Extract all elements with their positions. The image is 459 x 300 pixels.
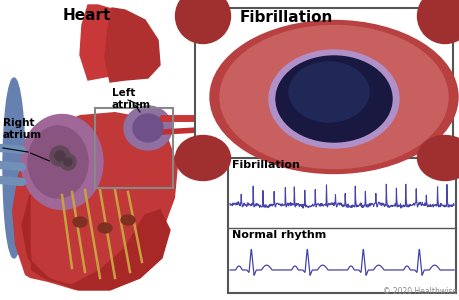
Ellipse shape (98, 223, 112, 233)
Text: Fibrillation: Fibrillation (231, 160, 299, 170)
Polygon shape (80, 5, 130, 80)
Ellipse shape (3, 78, 25, 258)
Ellipse shape (175, 136, 230, 181)
Ellipse shape (175, 0, 230, 44)
Circle shape (60, 154, 76, 170)
Ellipse shape (121, 215, 134, 225)
Ellipse shape (210, 20, 457, 173)
Circle shape (50, 146, 70, 166)
Circle shape (55, 151, 65, 161)
Ellipse shape (417, 0, 459, 44)
Circle shape (64, 158, 72, 166)
Polygon shape (22, 195, 170, 290)
Ellipse shape (275, 56, 391, 142)
Polygon shape (105, 8, 160, 82)
Ellipse shape (417, 136, 459, 181)
Text: Fibrillation: Fibrillation (240, 10, 333, 25)
Ellipse shape (28, 126, 88, 198)
Bar (95, 108, 173, 188)
Ellipse shape (73, 217, 87, 227)
Polygon shape (12, 112, 178, 290)
Text: Left
atrium: Left atrium (112, 88, 151, 110)
Ellipse shape (133, 114, 162, 142)
Ellipse shape (269, 50, 398, 148)
Text: Normal rhythm: Normal rhythm (231, 230, 325, 240)
Ellipse shape (219, 26, 447, 169)
Bar (228, 158, 455, 293)
Bar (195, 8, 452, 166)
Ellipse shape (21, 115, 103, 209)
Text: Heart: Heart (63, 8, 111, 23)
Text: Right
atrium: Right atrium (3, 118, 42, 140)
Text: © 2020 Healthwise: © 2020 Healthwise (382, 287, 456, 296)
Ellipse shape (124, 106, 172, 150)
Ellipse shape (288, 62, 368, 122)
